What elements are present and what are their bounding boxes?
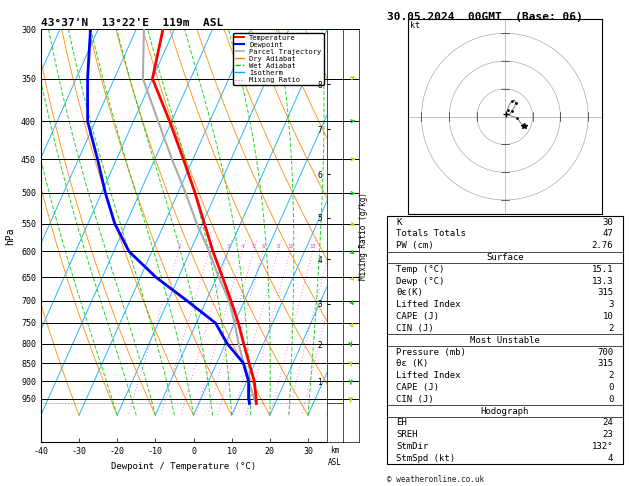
Text: 2: 2: [608, 371, 613, 380]
Text: 4: 4: [608, 454, 613, 463]
Text: Totals Totals: Totals Totals: [396, 229, 466, 239]
Text: 30.05.2024  00GMT  (Base: 06): 30.05.2024 00GMT (Base: 06): [387, 12, 582, 22]
Y-axis label: hPa: hPa: [6, 227, 16, 244]
Text: 2.76: 2.76: [592, 241, 613, 250]
Text: 43°37'N  13°22'E  119m  ASL: 43°37'N 13°22'E 119m ASL: [41, 18, 223, 28]
Text: 24: 24: [603, 418, 613, 427]
Text: 132°: 132°: [592, 442, 613, 451]
Text: 0: 0: [608, 383, 613, 392]
Text: Most Unstable: Most Unstable: [470, 336, 540, 345]
Text: Lifted Index: Lifted Index: [396, 371, 461, 380]
Text: 1: 1: [177, 244, 180, 249]
Text: CIN (J): CIN (J): [396, 324, 434, 333]
Text: LCL: LCL: [343, 400, 360, 406]
Text: PW (cm): PW (cm): [396, 241, 434, 250]
Text: SREH: SREH: [396, 430, 418, 439]
Text: Pressure (mb): Pressure (mb): [396, 347, 466, 357]
Text: Mixing Ratio (g/kg): Mixing Ratio (g/kg): [359, 192, 369, 279]
Text: K: K: [396, 218, 402, 226]
Text: 47: 47: [603, 229, 613, 239]
Text: θε (K): θε (K): [396, 359, 428, 368]
Text: 2: 2: [608, 324, 613, 333]
Text: StmSpd (kt): StmSpd (kt): [396, 454, 455, 463]
Text: EH: EH: [396, 418, 407, 427]
Text: 315: 315: [597, 289, 613, 297]
Text: km: km: [330, 446, 340, 455]
Text: 8: 8: [277, 244, 280, 249]
Text: CAPE (J): CAPE (J): [396, 383, 439, 392]
Text: 4: 4: [241, 244, 244, 249]
Text: θε(K): θε(K): [396, 289, 423, 297]
Text: Lifted Index: Lifted Index: [396, 300, 461, 309]
Text: 3: 3: [227, 244, 230, 249]
Text: 700: 700: [597, 347, 613, 357]
Text: Hodograph: Hodograph: [481, 406, 529, 416]
X-axis label: Dewpoint / Temperature (°C): Dewpoint / Temperature (°C): [111, 462, 257, 470]
Text: 10: 10: [287, 244, 293, 249]
Text: © weatheronline.co.uk: © weatheronline.co.uk: [387, 474, 484, 484]
Text: 5: 5: [252, 244, 255, 249]
Text: kt: kt: [410, 21, 420, 30]
Text: 23: 23: [603, 430, 613, 439]
Text: Temp (°C): Temp (°C): [396, 265, 445, 274]
Text: Dewp (°C): Dewp (°C): [396, 277, 445, 286]
Text: ASL: ASL: [328, 458, 342, 467]
Text: 2: 2: [208, 244, 211, 249]
Text: 15: 15: [309, 244, 316, 249]
Text: CAPE (J): CAPE (J): [396, 312, 439, 321]
Text: 0: 0: [608, 395, 613, 404]
Text: 3: 3: [608, 300, 613, 309]
Text: 10: 10: [603, 312, 613, 321]
Text: Surface: Surface: [486, 253, 523, 262]
Text: 15.1: 15.1: [592, 265, 613, 274]
Text: 315: 315: [597, 359, 613, 368]
Legend: Temperature, Dewpoint, Parcel Trajectory, Dry Adiabat, Wet Adiabat, Isotherm, Mi: Temperature, Dewpoint, Parcel Trajectory…: [233, 33, 323, 85]
Text: CIN (J): CIN (J): [396, 395, 434, 404]
Text: StmDir: StmDir: [396, 442, 428, 451]
Text: 13.3: 13.3: [592, 277, 613, 286]
Text: 30: 30: [603, 218, 613, 226]
Text: 6: 6: [262, 244, 265, 249]
